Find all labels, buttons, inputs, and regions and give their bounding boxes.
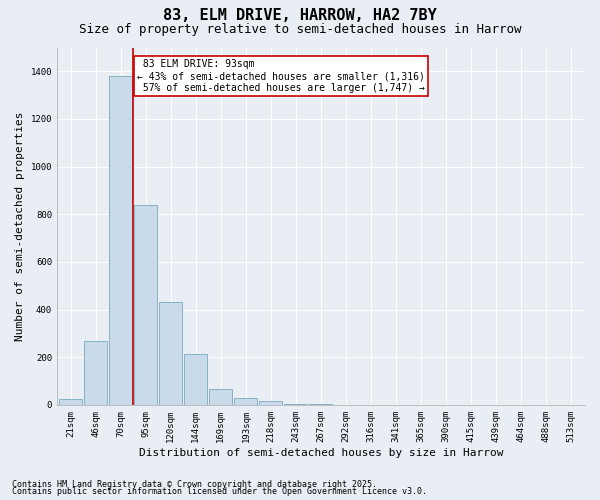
- Bar: [184, 354, 208, 405]
- Bar: [209, 390, 232, 405]
- Bar: [259, 402, 283, 405]
- Bar: [284, 404, 307, 405]
- Text: 83, ELM DRIVE, HARROW, HA2 7BY: 83, ELM DRIVE, HARROW, HA2 7BY: [163, 8, 437, 22]
- X-axis label: Distribution of semi-detached houses by size in Harrow: Distribution of semi-detached houses by …: [139, 448, 503, 458]
- Y-axis label: Number of semi-detached properties: Number of semi-detached properties: [15, 112, 25, 341]
- Text: Size of property relative to semi-detached houses in Harrow: Size of property relative to semi-detach…: [79, 22, 521, 36]
- Bar: [59, 399, 82, 405]
- Text: Contains HM Land Registry data © Crown copyright and database right 2025.: Contains HM Land Registry data © Crown c…: [12, 480, 377, 489]
- Bar: [84, 340, 107, 405]
- Text: 83 ELM DRIVE: 93sqm
← 43% of semi-detached houses are smaller (1,316)
 57% of se: 83 ELM DRIVE: 93sqm ← 43% of semi-detach…: [137, 60, 425, 92]
- Bar: [159, 302, 182, 405]
- Bar: [109, 76, 132, 405]
- Bar: [134, 204, 157, 405]
- Text: Contains public sector information licensed under the Open Government Licence v3: Contains public sector information licen…: [12, 487, 427, 496]
- Bar: [235, 398, 257, 405]
